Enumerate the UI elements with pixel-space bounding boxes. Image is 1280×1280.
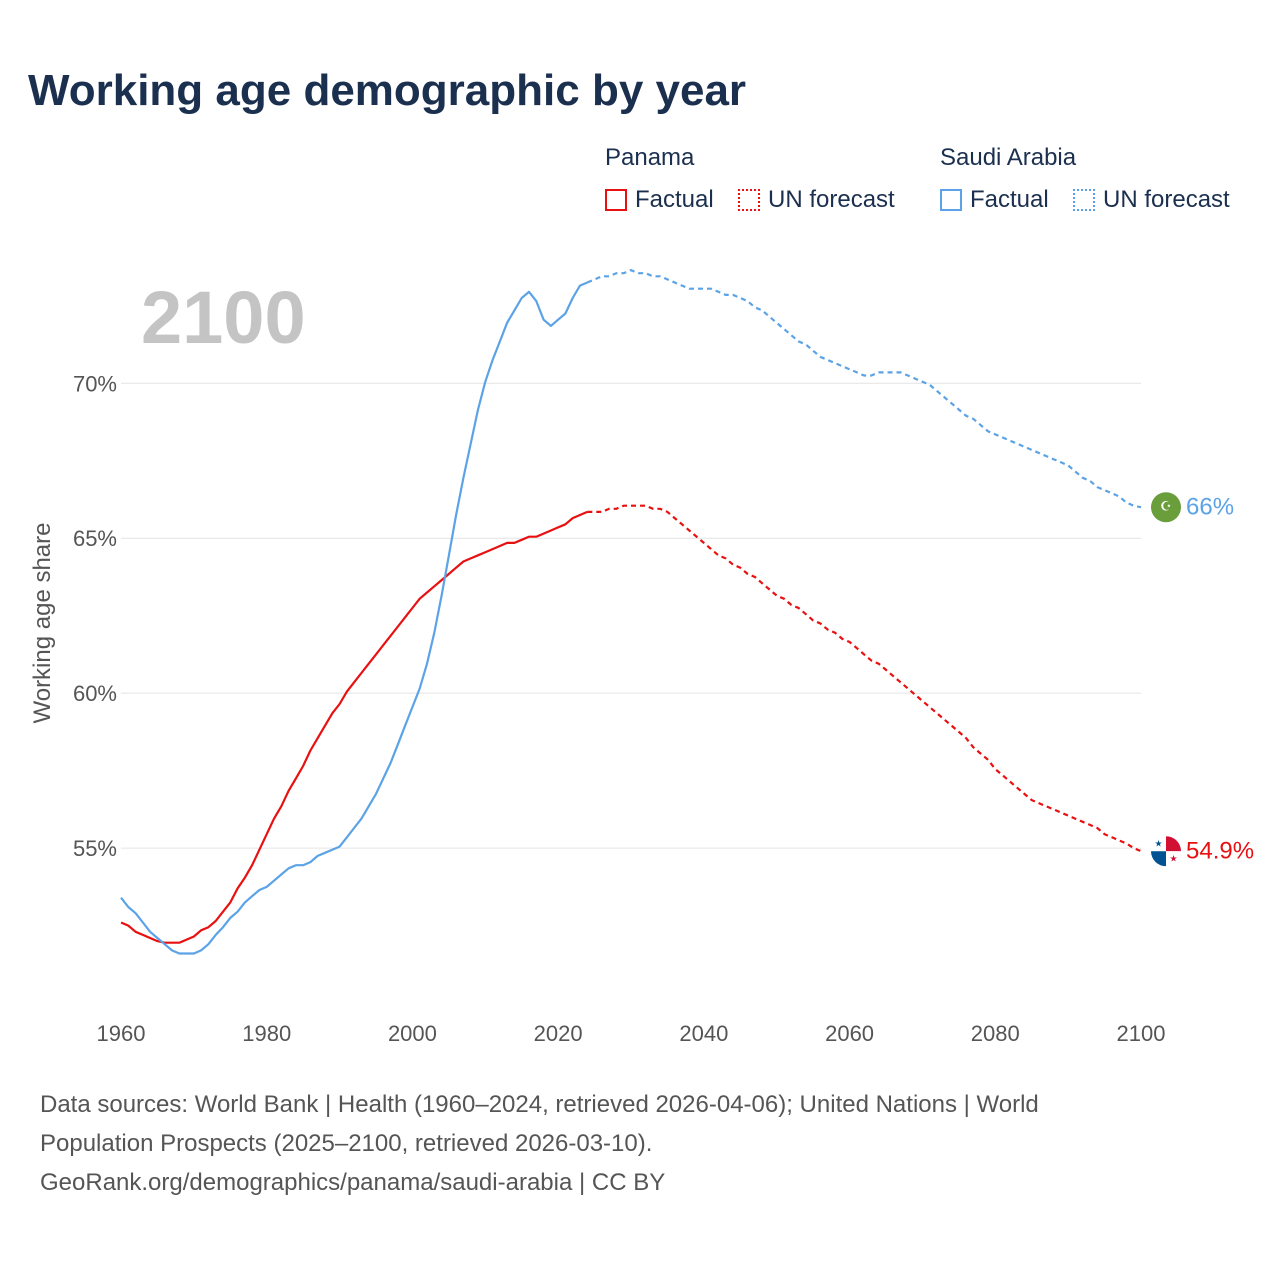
saudi-arabia-flag-icon: ☪ — [1151, 492, 1181, 523]
x-tick-label: 2040 — [679, 1021, 728, 1046]
footer-line-3[interactable]: GeoRank.org/demographics/panama/saudi-ar… — [40, 1169, 666, 1196]
x-axis-tick-labels: 1960 1980 2000 2020 2040 2060 2080 2100 — [97, 1021, 1166, 1046]
svg-text:★: ★ — [1154, 839, 1162, 849]
chart-title: Working age demographic by year — [28, 66, 747, 115]
y-tick-label: 55% — [73, 836, 117, 861]
saudi-arabia-factual-line — [120, 281, 588, 955]
legend-saudi-factual-label: Factual — [970, 186, 1049, 213]
legend-swatch-panama-forecast — [738, 189, 760, 211]
x-tick-label: 2020 — [534, 1021, 583, 1046]
x-tick-label: 1980 — [242, 1021, 291, 1046]
panama-end-label: 54.9% — [1186, 838, 1254, 865]
x-tick-label: 2000 — [388, 1021, 437, 1046]
x-tick-label: 1960 — [97, 1021, 146, 1046]
legend-saudi-forecast-label: UN forecast — [1103, 186, 1230, 213]
x-tick-label: 2060 — [825, 1021, 874, 1046]
y-axis-label: Working age share — [29, 523, 56, 724]
legend-saudi-name: Saudi Arabia — [940, 144, 1077, 171]
footer-line-1: Data sources: World Bank | Health (1960–… — [40, 1091, 1039, 1118]
x-tick-label: 2080 — [971, 1021, 1020, 1046]
y-tick-label: 60% — [73, 681, 117, 706]
svg-text:★: ★ — [1169, 854, 1177, 864]
svg-text:☪: ☪ — [1160, 500, 1172, 515]
legend-saudi-factual[interactable]: Factual — [940, 186, 1049, 214]
panama-factual-line — [120, 510, 588, 944]
legend-swatch-saudi-forecast — [1073, 189, 1095, 211]
footer-sources: Data sources: World Bank | Health (1960–… — [40, 1085, 1220, 1202]
legend-swatch-saudi-factual — [940, 189, 962, 211]
saudi-arabia-forecast-line — [586, 268, 1142, 509]
legend-panama-name: Panama — [605, 144, 695, 171]
y-axis-tick-labels: 55% 60% 65% 70% — [73, 371, 117, 861]
year-label: 2100 — [141, 276, 306, 359]
legend-panama-factual[interactable]: Factual — [605, 186, 714, 214]
series-lines — [120, 268, 1142, 955]
legend-panama: Panama Factual UN forecast — [605, 144, 925, 224]
legend-panama-factual-label: Factual — [635, 186, 714, 213]
gridlines — [121, 382, 1141, 849]
legend-saudi: Saudi Arabia Factual UN forecast — [940, 144, 1260, 224]
saudi-arabia-end-label: 66% — [1186, 494, 1234, 521]
legend-panama-forecast-label: UN forecast — [768, 186, 895, 213]
y-tick-label: 65% — [73, 526, 117, 551]
panama-flag-icon: ★ ★ — [1151, 836, 1181, 867]
legend-panama-forecast[interactable]: UN forecast — [738, 186, 895, 214]
legend-swatch-panama-factual — [605, 189, 627, 211]
x-tick-label: 2100 — [1117, 1021, 1166, 1046]
panama-forecast-line — [587, 504, 1142, 853]
footer-line-2: Population Prospects (2025–2100, retriev… — [40, 1130, 653, 1157]
y-tick-label: 70% — [73, 371, 117, 396]
legend-saudi-forecast[interactable]: UN forecast — [1073, 186, 1230, 214]
